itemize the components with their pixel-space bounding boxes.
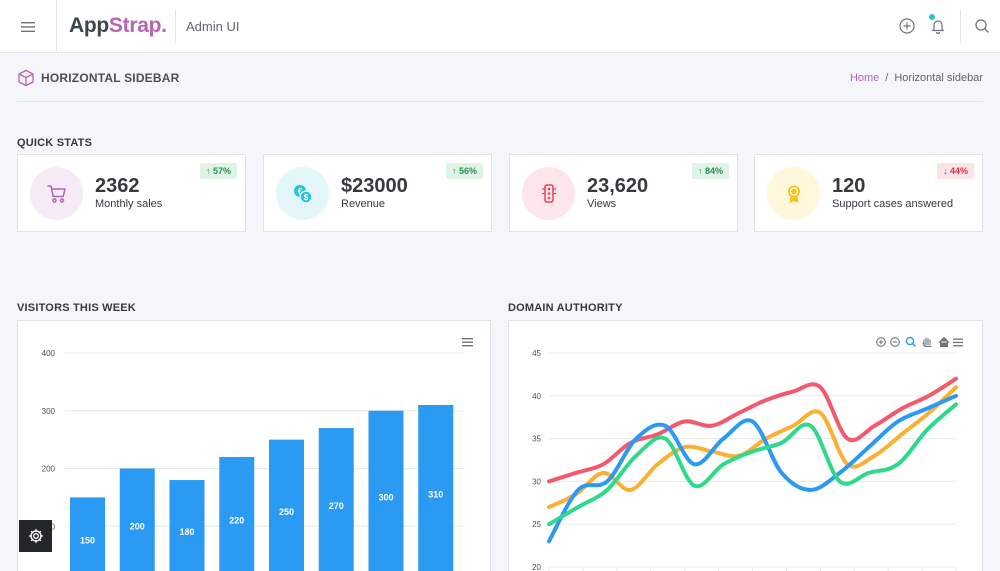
stat-trend-badge: ↓ 44% [936,163,974,179]
bar-data-label: 220 [229,515,244,525]
series-line[interactable] [547,376,958,484]
bar[interactable] [119,468,155,571]
stat-card-sales: 2362 Monthly sales ↑ 57% [17,154,246,232]
search-button[interactable] [971,15,993,37]
chart-menu-icon[interactable] [462,338,473,347]
domain-authority-title: DOMAIN AUTHORITY [508,302,623,314]
settings-button[interactable] [19,520,52,552]
y-tick-label: 35 [532,435,541,444]
domain-authority-panel: 45 40 35 30 25 20 [508,320,983,571]
stat-value: $23000 [341,175,408,197]
bar-data-label: 300 [378,492,393,502]
breadcrumb: Home / Horizontal sidebar [850,72,983,84]
stat-trend-badge: ↑ 84% [691,163,729,179]
stat-card-support: 120 Support cases answered ↓ 44% [754,154,983,232]
zoom-selection-icon[interactable] [905,336,916,347]
y-tick-label: 20 [532,563,541,571]
cart-icon [46,184,66,203]
app-subtitle: Admin UI [186,19,240,34]
stat-trend-badge: ↑ 57% [199,163,237,179]
breadcrumb-current: Horizontal sidebar [894,72,983,84]
page-header-divider [17,101,983,102]
bar[interactable] [70,497,105,571]
bar-data-label: 150 [80,536,95,546]
zoom-in-icon[interactable] [876,337,886,347]
stat-value: 120 [832,175,866,197]
domain-authority-line-chart: 45 40 35 30 25 20 [532,336,963,571]
bar-data-label: 310 [428,489,443,499]
header-divider [175,10,176,43]
traffic-light-icon [541,183,556,203]
hamburger-icon [21,21,35,32]
stat-label: Views [587,198,617,210]
top-header: AppStrap. Admin UI [0,0,1000,53]
bar[interactable] [169,480,205,571]
visitors-chart-title: VISITORS THIS WEEK [17,302,136,314]
stat-label: Monthly sales [95,198,163,210]
breadcrumb-separator: / [885,72,889,84]
header-divider [960,10,961,43]
y-tick-label: 40 [532,392,541,401]
bar-data-label: 270 [329,501,344,511]
stat-label: Support cases answered [832,198,954,210]
stat-icon-bg: € $ [276,167,329,220]
bar-data-label: 180 [179,527,194,537]
stat-label: Revenue [341,198,386,210]
bar-data-label: 250 [279,507,294,517]
stat-value: 2362 [95,175,140,197]
zoom-out-icon[interactable] [890,337,900,347]
notification-dot [929,14,935,20]
quick-stats-title: QUICK STATS [17,137,93,149]
search-icon [975,19,989,33]
stat-value: 23,620 [587,175,649,197]
y-tick-label: 300 [42,407,56,416]
hamburger-menu-button[interactable] [0,0,57,53]
page-title: HORIZONTAL SIDEBAR [41,71,180,85]
brand-text-strap: Strap. [108,14,167,37]
stat-icon-bg [522,167,575,220]
plus-circle-icon [899,18,915,34]
money-icon: € $ [293,184,313,204]
bar[interactable] [368,410,404,571]
bar[interactable] [269,439,304,571]
visitors-bar-chart: 400300200100150200180220250270300310 [42,338,473,571]
stat-icon-bg [30,167,83,220]
stat-trend-badge: ↑ 56% [445,163,483,179]
stat-card-views: 23,620 Views ↑ 84% [509,154,738,232]
bell-icon [932,20,944,34]
chart-menu-icon[interactable] [953,338,963,347]
notifications-button[interactable] [927,15,949,37]
stat-icon-bg [767,167,820,220]
breadcrumb-home-link[interactable]: Home [849,72,880,84]
page-header: HORIZONTAL SIDEBAR [17,69,180,87]
y-tick-label: 200 [42,465,56,474]
visitors-chart-panel: 400300200100150200180220250270300310 [17,320,491,571]
series-line[interactable] [547,393,958,544]
y-tick-label: 45 [532,349,541,358]
award-icon [787,185,800,203]
brand-logo[interactable]: AppStrap. [69,14,167,38]
svg-text:€: € [297,187,302,196]
y-tick-label: 400 [42,349,56,358]
bar[interactable] [318,428,354,571]
gear-icon [28,528,43,544]
pan-hand-icon[interactable] [922,337,932,348]
bar[interactable] [418,404,454,571]
bar-data-label: 200 [130,521,145,531]
series-line[interactable] [547,402,958,527]
cube-icon [18,69,34,87]
brand-text-app: App [69,14,109,37]
bar[interactable] [219,456,255,571]
home-reset-icon[interactable] [938,336,950,347]
y-tick-label: 30 [532,477,541,486]
add-button[interactable] [896,15,918,37]
stat-card-revenue: € $ $23000 Revenue ↑ 56% [263,154,492,232]
svg-text:$: $ [303,193,308,202]
y-tick-label: 25 [532,520,541,529]
